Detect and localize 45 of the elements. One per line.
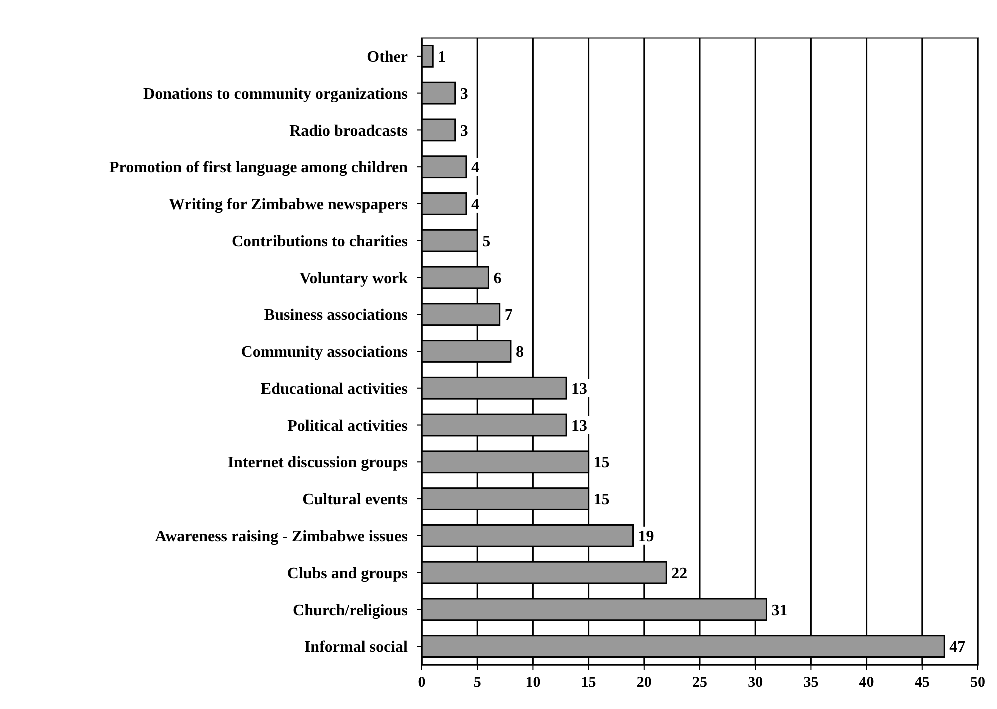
y-tick-label: Clubs and groups [287,565,408,582]
y-tick-label: Awareness raising - Zimbabwe issues [155,528,408,546]
y-tick-label: Informal social [304,639,409,656]
data-label: 4 [471,196,480,214]
y-tick-label: Writing for Zimbabwe newspapers [169,196,408,214]
data-label: 4 [471,160,480,177]
y-tick-label: Promotion of first language among children [109,160,408,177]
y-tick-label: Church/religious [293,602,408,620]
data-label: 13 [572,380,588,398]
y-tick-label: Voluntary work [300,270,408,288]
x-tick-label: 15 [581,675,596,691]
data-label: 19 [638,528,654,546]
data-label: 3 [460,86,468,103]
y-tick-label: Other [367,49,408,66]
data-label: 13 [572,418,588,435]
y-tick-label: Internet discussion groups [228,454,408,472]
data-label: 8 [516,344,524,362]
y-tick-label: Donations to community organizations [144,86,408,103]
x-tick-label: 40 [859,675,874,691]
data-label: 22 [672,565,688,582]
data-label: 3 [460,122,468,140]
y-tick-label: Community associations [241,344,408,362]
x-tick-label: 30 [748,675,764,691]
data-label: 47 [950,639,966,656]
y-tick-label: Cultural events [302,492,408,509]
x-tick-label: 5 [474,675,482,691]
y-tick-label: Contributions to charities [232,233,408,250]
y-tick-label: Educational activities [260,380,408,398]
x-tick-label: 20 [636,675,652,691]
data-label: 15 [594,454,610,472]
data-label: 5 [482,233,491,250]
y-tick-label: Radio broadcasts [290,122,408,140]
data-label: 15 [594,492,610,509]
x-tick-label: 0 [418,675,426,691]
data-label: 1 [438,49,446,66]
x-tick-label: 50 [970,675,986,691]
y-tick-label: Business associations [264,307,408,324]
data-label: 6 [494,270,502,288]
x-tick-label: 45 [914,675,930,691]
x-tick-label: 35 [804,675,819,691]
x-tick-label: 25 [692,675,708,691]
y-tick-label: Political activities [288,418,408,435]
data-label: 31 [772,602,788,620]
x-tick-label: 10 [526,675,541,691]
data-label: 7 [504,307,513,324]
